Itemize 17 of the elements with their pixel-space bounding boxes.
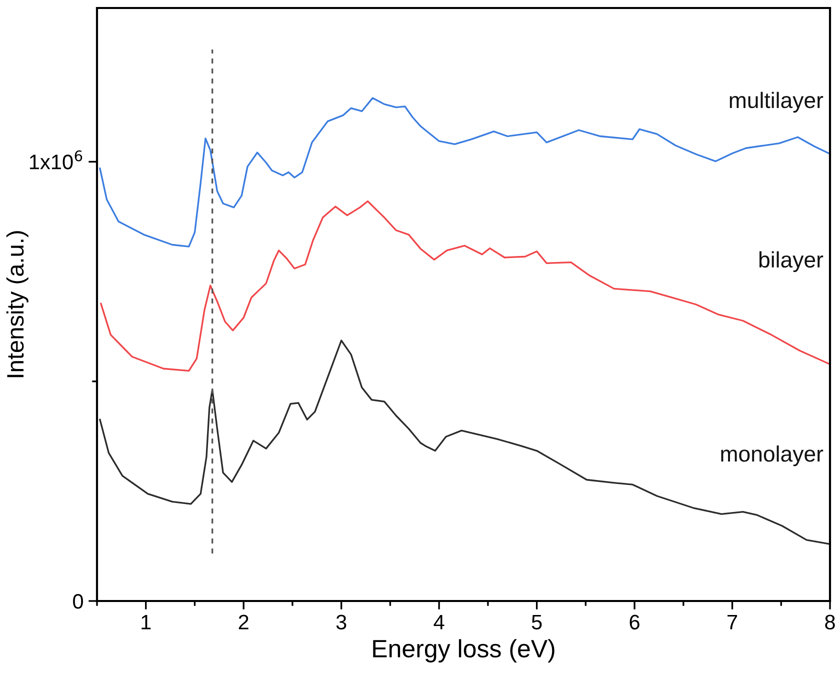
line-series bbox=[100, 200, 830, 372]
y-axis-title: Intensity (a.u.) bbox=[6, 231, 28, 378]
x-tick-label: 6 bbox=[630, 614, 640, 630]
text: monolayer bbox=[721, 445, 824, 466]
x-tick-label: 7 bbox=[728, 614, 738, 630]
text: bilayer bbox=[759, 251, 824, 272]
series-label: multilayer bbox=[730, 92, 824, 113]
y-tick-label: 0 bbox=[73, 594, 83, 609]
x-tick-label: 2 bbox=[238, 614, 248, 630]
x-tick-label: 3 bbox=[336, 614, 346, 630]
x-tick-label: 8 bbox=[825, 614, 835, 630]
line-series bbox=[99, 340, 830, 545]
x-tick-label: 1 bbox=[142, 614, 151, 630]
x-tick-label: 5 bbox=[532, 614, 542, 630]
x-tick-label: 4 bbox=[434, 614, 444, 630]
y-tick-label: 1x10$^{6}$ bbox=[30, 150, 82, 170]
x-axis-title: Energy loss (eV) bbox=[373, 639, 554, 662]
